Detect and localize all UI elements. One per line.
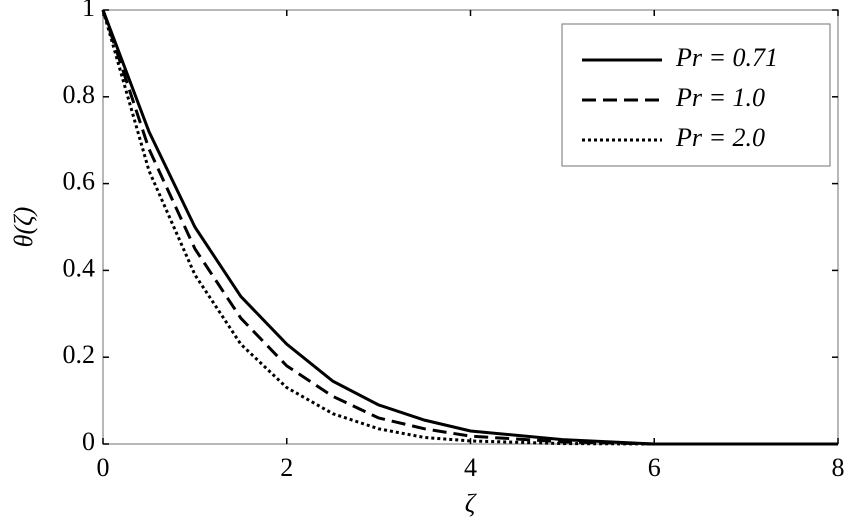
legend-label: Pr = 1.0 <box>675 83 765 112</box>
legend-label: Pr = 0.71 <box>675 43 778 72</box>
x-tick-label: 8 <box>832 453 845 482</box>
y-axis-label: θ(ζ) <box>9 207 38 248</box>
x-tick-label: 6 <box>648 453 661 482</box>
x-tick-label: 0 <box>97 453 110 482</box>
legend-label: Pr = 2.0 <box>675 123 765 152</box>
line-series <box>101 9 838 446</box>
x-axis-label: ζ <box>465 489 477 518</box>
y-tick-label: 0.6 <box>63 167 96 196</box>
legend-box <box>561 23 831 167</box>
y-tick-label: 0 <box>82 427 95 456</box>
y-tick-label: 0.4 <box>63 253 96 282</box>
y-tick-label: 0.8 <box>63 80 96 109</box>
y-tick-label: 1 <box>82 0 95 22</box>
x-tick-label: 2 <box>280 453 293 482</box>
x-tick-label: 4 <box>464 453 477 482</box>
y-tick-label: 0.2 <box>63 340 96 369</box>
